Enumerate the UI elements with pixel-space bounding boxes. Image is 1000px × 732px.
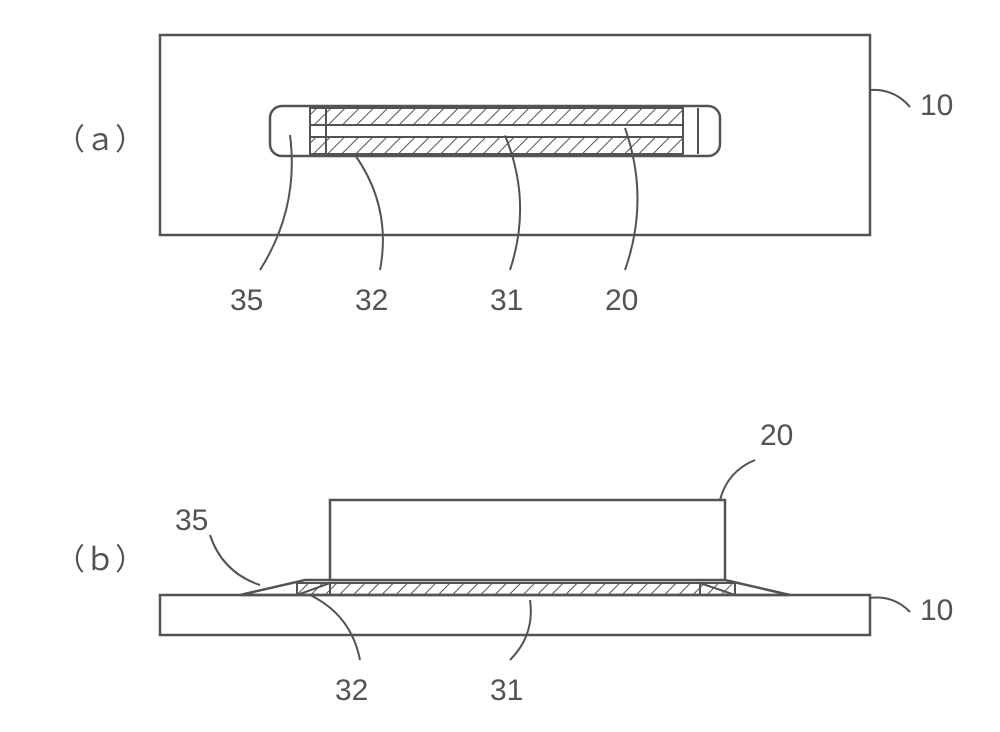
hatch-band-0: [310, 108, 683, 125]
leader-b-n32: [310, 595, 360, 660]
callout-a-n10: 10: [920, 89, 953, 122]
callout-a-n20: 20: [605, 284, 638, 317]
callout-b-n10: 10: [920, 594, 953, 627]
leader-a-n32: [355, 155, 383, 270]
hatch-band-1: [310, 137, 683, 154]
figure-b: [160, 500, 870, 635]
substrate-rect-a: [160, 35, 870, 235]
leader-b-n10: [870, 598, 910, 612]
callout-b-n32: 32: [335, 674, 368, 707]
callout-a-n35: 35: [230, 284, 263, 317]
hatch-layer-b: [297, 583, 735, 595]
leader-b-n31: [510, 600, 531, 660]
callout-b-n31: 31: [490, 674, 523, 707]
callout-a-n32: 32: [355, 284, 388, 317]
panel-label-b: （ｂ）: [55, 544, 145, 577]
callout-b-n35: 35: [175, 504, 208, 537]
technical-diagram: （ａ） （ｂ） 35 32 31 20 10 20 35 10 32 31: [0, 0, 1000, 732]
callout-b-n20: 20: [760, 419, 793, 452]
figure-a: [160, 35, 870, 235]
panel-label-a: （ａ）: [55, 124, 145, 157]
callout-a-n31: 31: [490, 284, 523, 317]
chip-rect: [330, 500, 725, 580]
leader-a-n10: [870, 90, 910, 107]
leader-b-n35: [210, 535, 260, 585]
substrate-rect-b: [160, 595, 870, 635]
leader-b-n20: [720, 460, 755, 500]
